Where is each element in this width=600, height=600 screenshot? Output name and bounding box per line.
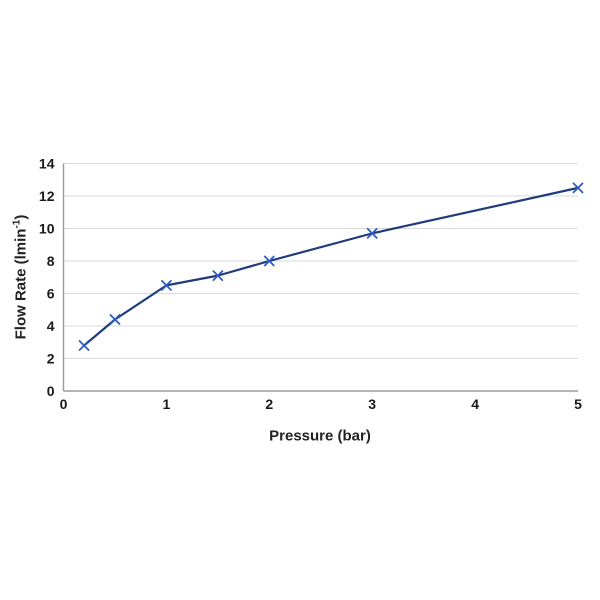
y-axis-title-close: ) (12, 214, 30, 220)
x-tick-label: 5 (574, 396, 582, 412)
x-tick-label: 3 (368, 396, 376, 412)
y-tick-label: 10 (39, 221, 55, 237)
y-tick-label: 6 (47, 286, 55, 302)
data-point-marker (109, 314, 121, 325)
y-tick-label: 12 (39, 188, 55, 204)
y-tick-label: 4 (47, 318, 55, 334)
y-tick-label: 14 (39, 156, 55, 172)
data-point-marker (572, 182, 584, 194)
x-tick-label: 0 (60, 396, 68, 412)
x-tick-label: 1 (163, 396, 171, 412)
y-axis-title-superscript: -1 (11, 219, 23, 229)
data-point-marker (212, 270, 224, 282)
x-axis-title: Pressure (bar) (269, 427, 371, 445)
data-point-marker (263, 255, 275, 267)
y-tick-label: 2 (47, 351, 55, 367)
y-tick-label: 0 (47, 383, 55, 399)
y-axis-title-text: Flow Rate (lmin (12, 228, 30, 340)
data-point-marker (366, 227, 378, 239)
data-point-marker (161, 279, 172, 291)
x-tick-label: 4 (471, 396, 479, 412)
series-line (82, 186, 580, 347)
x-tick-label: 2 (265, 396, 273, 412)
y-tick-label: 8 (47, 253, 55, 269)
data-point-marker (78, 340, 90, 351)
y-axis-title: Flow Rate (lmin-1) (11, 214, 30, 340)
